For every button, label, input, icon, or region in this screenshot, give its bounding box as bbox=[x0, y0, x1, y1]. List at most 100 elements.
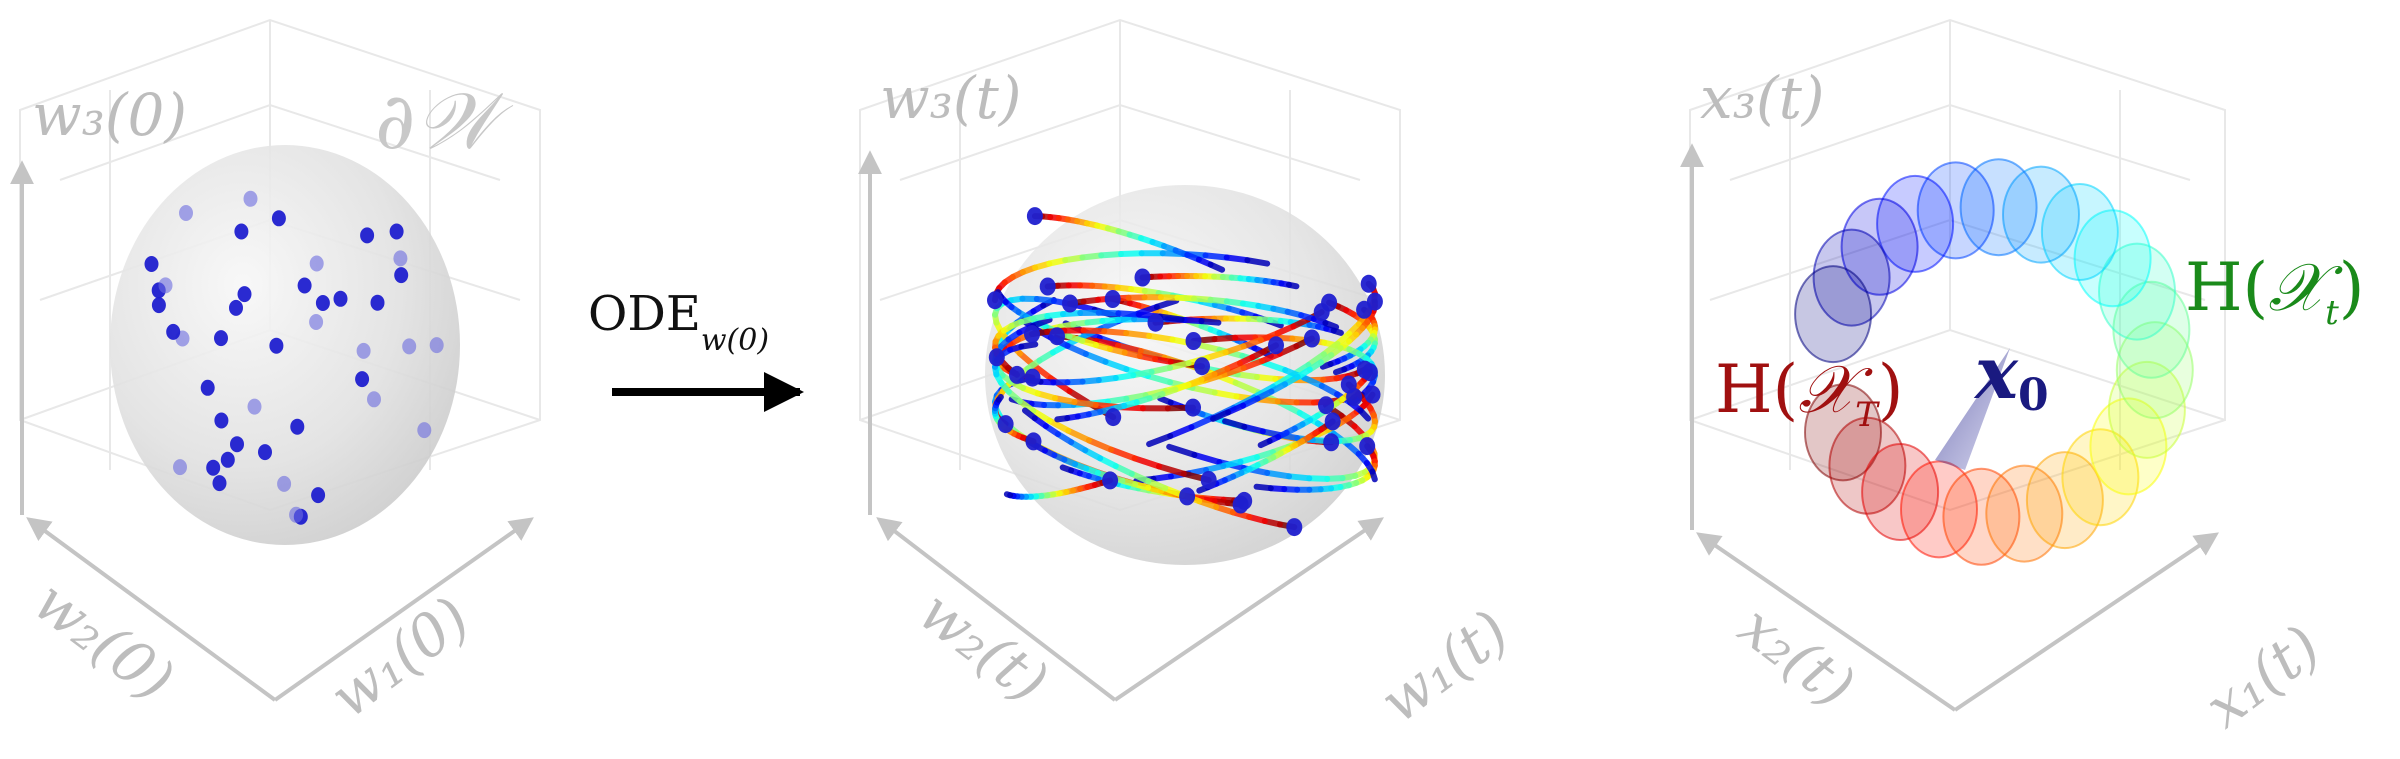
h-xt-sub: t bbox=[2325, 293, 2339, 333]
trajectory-segment bbox=[1030, 316, 1053, 329]
sphere-point bbox=[311, 487, 326, 504]
trajectory-endpoint bbox=[988, 348, 1005, 367]
sphere-point bbox=[179, 205, 193, 221]
middle-panel: w₃(t) w₂(t) w₁(t) bbox=[858, 18, 1522, 736]
trajectory-segment bbox=[1322, 319, 1340, 331]
trajectory-segment bbox=[1130, 368, 1155, 379]
middle-axis-w2 bbox=[876, 517, 1117, 702]
trajectory-segment bbox=[1022, 407, 1038, 422]
sphere-point bbox=[220, 451, 235, 468]
sphere-point bbox=[166, 323, 181, 340]
trajectory-endpoint bbox=[1194, 357, 1210, 376]
trajectory-segment bbox=[1202, 252, 1230, 261]
trajectory-segment bbox=[1369, 468, 1378, 483]
trajectory-segment bbox=[1115, 310, 1142, 318]
trajectory-endpoint bbox=[1359, 437, 1376, 456]
trajectory-segment bbox=[1257, 438, 1273, 449]
trajectory-endpoint bbox=[1366, 292, 1383, 311]
hull-tube bbox=[1794, 158, 2194, 566]
trajectory-endpoint bbox=[1179, 487, 1196, 506]
trajectory-segment bbox=[1221, 364, 1247, 378]
trajectory-segment bbox=[1232, 379, 1262, 396]
sphere-point bbox=[258, 444, 272, 461]
trajectory-segment bbox=[1333, 366, 1348, 376]
trajectory-segment bbox=[1189, 384, 1218, 396]
trajectory-segment bbox=[1223, 254, 1251, 264]
sphere-point bbox=[297, 277, 312, 294]
trajectory-segment bbox=[995, 394, 1004, 403]
hull-section bbox=[2002, 165, 2080, 264]
h-xt-prefix: H( bbox=[2185, 249, 2268, 326]
h-xt-label: H(𝒳t) bbox=[2185, 249, 2365, 333]
trajectory-segment bbox=[1264, 469, 1293, 480]
trajectory-segment bbox=[1270, 372, 1295, 390]
sphere-point bbox=[200, 379, 215, 396]
x0-sub: 0 bbox=[2018, 370, 2049, 421]
trajectory-endpoint bbox=[1232, 495, 1249, 514]
trajectory-segment bbox=[1286, 473, 1313, 482]
trajectory-segment bbox=[1079, 252, 1105, 261]
trajectory-segment bbox=[1108, 446, 1138, 462]
trajectory-endpoint bbox=[1134, 268, 1151, 287]
trajectory-segment bbox=[1204, 349, 1229, 361]
sphere-point bbox=[214, 412, 229, 429]
sphere-point bbox=[429, 337, 444, 354]
sphere-point bbox=[309, 255, 324, 272]
middle-axis-w1-label: w₁(t) bbox=[1368, 597, 1522, 736]
sphere-point bbox=[214, 330, 228, 347]
sphere-point bbox=[247, 398, 262, 415]
hull-section bbox=[1794, 265, 1873, 364]
sphere-point bbox=[243, 190, 258, 207]
right-axis-x2 bbox=[1696, 532, 1957, 712]
hull-section bbox=[1916, 161, 1995, 260]
sphere-point bbox=[173, 459, 187, 476]
right-axis-x1-label: x₁(t) bbox=[2193, 612, 2333, 741]
sphere-point bbox=[290, 418, 305, 435]
trajectory-endpoint bbox=[1185, 332, 1202, 350]
sphere-point bbox=[356, 342, 371, 359]
trajectory-segment bbox=[1241, 423, 1266, 435]
trajectory-segment bbox=[1222, 418, 1248, 430]
right-axis-x2-label: x₂(t) bbox=[1727, 592, 1867, 721]
trajectory-endpoint bbox=[1286, 518, 1303, 537]
trajectory-segment bbox=[1286, 281, 1300, 290]
trajectory-endpoint bbox=[1062, 294, 1078, 313]
left-axis-w1 bbox=[273, 517, 534, 702]
h-xT-suffix: ) bbox=[1878, 351, 1904, 428]
trajectory-segment bbox=[1030, 362, 1054, 382]
sphere-point bbox=[309, 314, 324, 330]
sphere-point bbox=[417, 422, 432, 439]
trajectory-segment bbox=[1240, 337, 1264, 350]
trajectory-segment bbox=[1071, 399, 1099, 408]
trajectory-segment bbox=[1253, 483, 1274, 492]
trajectory-endpoint bbox=[1147, 313, 1164, 332]
sphere-point bbox=[315, 295, 330, 311]
trajectory-endpoint bbox=[1185, 398, 1201, 417]
trajectory-segment bbox=[1146, 332, 1176, 343]
trajectory-segment bbox=[1082, 351, 1109, 365]
sphere-point bbox=[206, 459, 221, 476]
middle-axis-w3-label: w₃(t) bbox=[880, 64, 1021, 132]
trajectory-segment bbox=[1018, 341, 1039, 350]
trajectory-segment bbox=[1301, 374, 1325, 389]
ode-arrow-group: ODEw(0) bbox=[588, 286, 804, 412]
trajectory-segment bbox=[1046, 417, 1072, 434]
h-xT-prefix: H( bbox=[1715, 351, 1798, 428]
trajectory-segment bbox=[1153, 297, 1180, 310]
trajectory-segment bbox=[1098, 251, 1124, 259]
hull-section bbox=[1804, 383, 1882, 482]
trajectory-segment bbox=[1191, 451, 1223, 466]
left-axis-w1-label: w₁(0) bbox=[318, 584, 483, 732]
hull-section bbox=[1985, 464, 2064, 563]
middle-endpoints bbox=[987, 207, 1383, 537]
trajectory-segment bbox=[1211, 389, 1240, 400]
trajectory-segment bbox=[1253, 374, 1279, 382]
trajectory-endpoint bbox=[1361, 363, 1378, 382]
hull-section bbox=[2115, 321, 2194, 420]
trajectory-segment bbox=[1145, 373, 1174, 386]
trajectory-segment bbox=[1059, 464, 1075, 474]
left-axis-w2 bbox=[26, 517, 277, 702]
trajectory-segment bbox=[1234, 371, 1260, 380]
sphere-point bbox=[402, 338, 417, 355]
